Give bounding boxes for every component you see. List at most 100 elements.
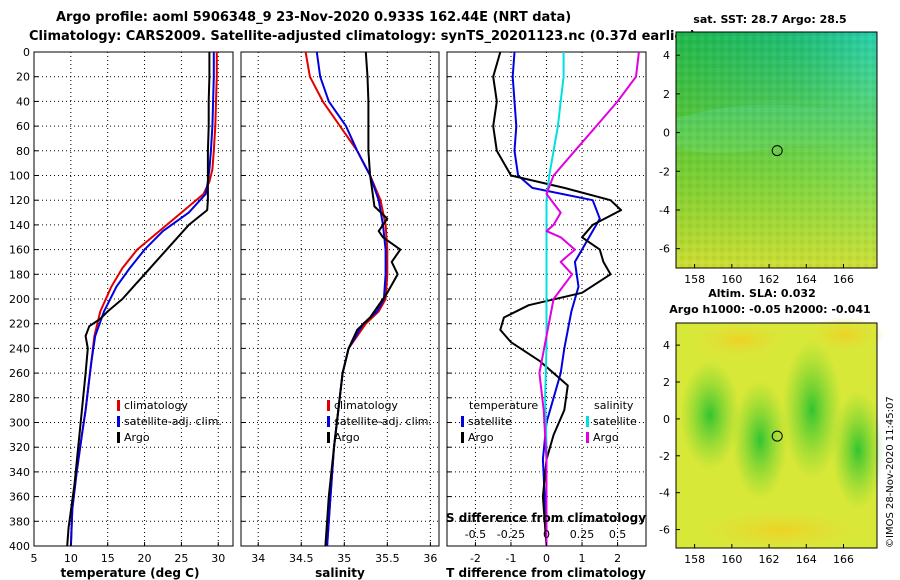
legend-label-argo: Argo bbox=[334, 431, 360, 444]
legend-label-temp-satellite: satellite bbox=[468, 415, 512, 428]
salinity-legend: climatology satellite-adj. clim. Argo bbox=[327, 399, 432, 444]
x-tick-label: 36 bbox=[423, 552, 437, 565]
legend-swatch-argo bbox=[117, 432, 120, 443]
sla-field-low-4 bbox=[832, 390, 884, 510]
map-x-tick-label: 162 bbox=[759, 273, 780, 286]
salinity-diff-ticks: -0.5 -0.25 0 0.25 0.5 bbox=[465, 528, 627, 541]
temperature-panel: 5 10 15 20 25 3002040608010012014016018020022… bbox=[9, 46, 234, 580]
y-tick-label: 360 bbox=[9, 491, 30, 504]
x-tick-label: 35 bbox=[337, 552, 351, 565]
title-line-1: Argo profile: aoml 5906348_9 23-Nov-2020… bbox=[56, 10, 571, 25]
y-tick-label: 380 bbox=[9, 515, 30, 528]
legend-label-sal-argo: Argo bbox=[593, 431, 619, 444]
difference-ticks: -2 -1 0 1 2 bbox=[447, 51, 621, 565]
sst-map-title: sat. SST: 28.7 Argo: 28.5 bbox=[693, 13, 846, 26]
temperature-ticks: 5 10 15 20 25 3002040608010012014016018020022… bbox=[9, 46, 225, 565]
y-tick-label: 200 bbox=[9, 293, 30, 306]
map-x-tick-label: 166 bbox=[833, 273, 854, 286]
x-tick-label: 2 bbox=[614, 552, 621, 565]
map-y-tick-label: 2 bbox=[663, 376, 670, 389]
legend-label-temp-argo: Argo bbox=[468, 431, 494, 444]
temperature-plot-frame bbox=[33, 51, 234, 547]
legend-label-climatology: climatology bbox=[124, 399, 188, 412]
legend-swatch-climatology bbox=[117, 400, 120, 411]
legend-swatch-temp-argo bbox=[461, 432, 464, 443]
sla-map-image bbox=[676, 317, 885, 552]
x-tick-label: 34 bbox=[251, 552, 265, 565]
map-y-tick-label: -4 bbox=[659, 204, 670, 217]
temperature-diff-xlabel: T difference from climatology bbox=[446, 566, 646, 580]
sst-map-frame bbox=[675, 31, 878, 269]
x-tick-label: 0 bbox=[543, 552, 550, 565]
legend-label-satellite: satellite-adj. clim. bbox=[124, 415, 222, 428]
y-tick-label: 60 bbox=[16, 120, 30, 133]
y-tick-label: 0 bbox=[23, 46, 30, 59]
x2-tick-label: -0.5 bbox=[465, 528, 486, 541]
sla-map: Altim. SLA: 0.032 Argo h1000: -0.05 h200… bbox=[659, 287, 885, 566]
x-tick-label: -1 bbox=[505, 552, 516, 565]
salinity-ticks: 34 34.5 35 35.5 36 bbox=[241, 51, 437, 565]
circle-marker-icon bbox=[771, 430, 783, 442]
x2-tick-label: 0.25 bbox=[570, 528, 595, 541]
x2-tick-label: 0 bbox=[543, 528, 550, 541]
series-line-satellite-adj-clim bbox=[69, 52, 215, 546]
y-tick-label: 340 bbox=[9, 466, 30, 479]
legend-swatch-climatology bbox=[327, 400, 330, 411]
map-x-tick-label: 162 bbox=[759, 553, 780, 566]
y-tick-label: 80 bbox=[16, 145, 30, 158]
x2-tick-label: -0.25 bbox=[497, 528, 525, 541]
sla-map-title: Altim. SLA: 0.032 bbox=[708, 287, 815, 300]
y-tick-label: 240 bbox=[9, 342, 30, 355]
sla-map-frame bbox=[675, 322, 878, 549]
map-x-tick-label: 160 bbox=[721, 553, 742, 566]
salinity-diff-xlabel: S difference from climatology bbox=[446, 511, 646, 525]
y-tick-label: 260 bbox=[9, 367, 30, 380]
map-x-tick-label: 158 bbox=[684, 553, 705, 566]
legend-label-climatology: climatology bbox=[334, 399, 398, 412]
x-tick-label: 30 bbox=[211, 552, 225, 565]
map-y-tick-label: -2 bbox=[659, 450, 670, 463]
legend-swatch-satellite bbox=[327, 416, 330, 427]
watermark: ©IMOS 28-Nov-2020 11:45:07 bbox=[885, 396, 896, 548]
y-tick-label: 160 bbox=[9, 244, 30, 257]
y-tick-label: 20 bbox=[16, 71, 30, 84]
y-tick-label: 220 bbox=[9, 318, 30, 331]
legend-swatch-satellite bbox=[117, 416, 120, 427]
temperature-legend: climatology satellite-adj. clim. Argo bbox=[117, 399, 222, 444]
series-line-argo bbox=[66, 52, 211, 546]
legend-title-temperature: temperature bbox=[469, 399, 538, 412]
map-y-tick-label: -4 bbox=[659, 487, 670, 500]
legend-label-sal-satellite: satellite bbox=[593, 415, 637, 428]
legend-label-argo: Argo bbox=[124, 431, 150, 444]
sla-field-high-north bbox=[690, 320, 790, 360]
map-y-tick-label: 0 bbox=[663, 127, 670, 140]
sst-map: sat. SST: 28.7 Argo: 28.5 158 160 162 164 16… bbox=[659, 13, 878, 286]
sst-map-image bbox=[676, 32, 877, 268]
legend-swatch-argo bbox=[327, 432, 330, 443]
legend-swatch-temp-satellite bbox=[461, 416, 464, 427]
x-tick-label: 35.5 bbox=[375, 552, 400, 565]
x-tick-label: 20 bbox=[138, 552, 152, 565]
y-tick-label: 300 bbox=[9, 417, 30, 430]
map-y-tick-label: -6 bbox=[659, 243, 670, 256]
map-x-tick-label: 160 bbox=[721, 273, 742, 286]
map-x-tick-label: 164 bbox=[796, 273, 817, 286]
map-y-tick-label: 2 bbox=[663, 88, 670, 101]
map-y-tick-label: -2 bbox=[659, 165, 670, 178]
x-tick-label: 5 bbox=[31, 552, 38, 565]
sla-field-low-1 bbox=[680, 360, 740, 470]
salinity-grid bbox=[241, 51, 439, 547]
salinity-panel: 34 34.5 35 35.5 36 salinity climatology sate… bbox=[240, 51, 440, 580]
difference-series bbox=[492, 52, 640, 546]
map-y-tick-label: 4 bbox=[663, 49, 670, 62]
legend-swatch-sal-argo bbox=[586, 432, 589, 443]
salinity-xlabel: salinity bbox=[315, 566, 365, 580]
series-line-argo bbox=[324, 52, 402, 546]
salinity-series bbox=[304, 52, 402, 546]
difference-legend: temperature satellite Argo salinity sate… bbox=[461, 399, 637, 444]
series-line-salinity-argo bbox=[538, 52, 640, 546]
x-tick-label: 25 bbox=[174, 552, 188, 565]
y-tick-label: 120 bbox=[9, 194, 30, 207]
y-tick-label: 400 bbox=[9, 540, 30, 553]
